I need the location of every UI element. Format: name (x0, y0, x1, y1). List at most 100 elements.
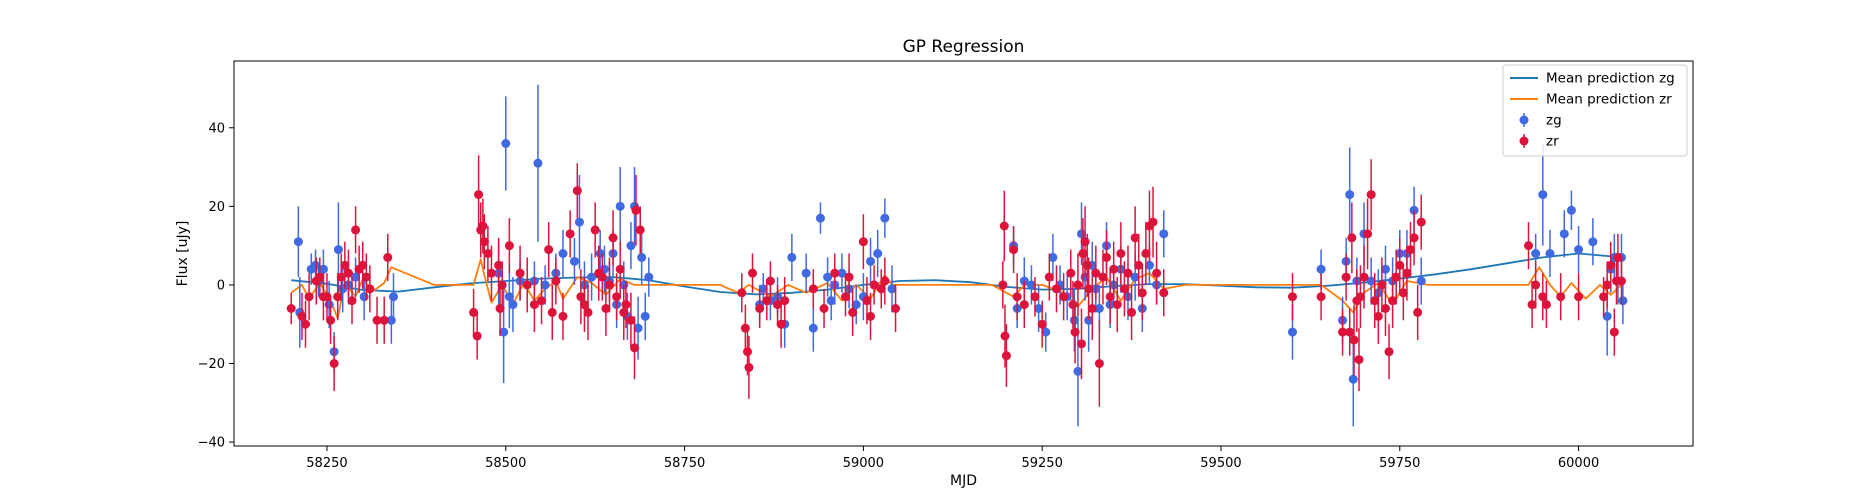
data-point-zg (866, 256, 876, 266)
data-point-zr (1051, 284, 1061, 294)
data-point-zr (740, 323, 750, 333)
data-point-zr (361, 272, 371, 282)
data-point-zg (318, 264, 328, 274)
data-point-zr (322, 292, 332, 302)
legend-box (1502, 64, 1688, 157)
data-point-zr (808, 284, 818, 294)
data-point-zr (1538, 292, 1548, 302)
data-point-zg (1538, 190, 1548, 200)
data-point-zr (1130, 233, 1140, 243)
data-point-zr (1012, 292, 1022, 302)
data-point-zr (515, 268, 525, 278)
data-point-zg (1041, 327, 1051, 337)
data-point-zr (1159, 288, 1169, 298)
data-point-zr (336, 272, 346, 282)
data-point-zg (808, 323, 818, 333)
x-tick-label: 59250 (1021, 456, 1062, 471)
data-point-zr (615, 264, 625, 274)
y-axis-label: Flux [uJy] (175, 221, 191, 287)
data-point-zr (1094, 359, 1104, 368)
y-tick-label: 0 (217, 278, 225, 293)
legend-swatch-zg-marker (1519, 115, 1529, 125)
data-point-zg (1316, 264, 1326, 274)
data-point-zr (1019, 300, 1029, 310)
data-point-zr (1087, 304, 1097, 313)
data-point-zr (1044, 272, 1054, 282)
data-point-zr (869, 280, 879, 290)
data-point-zg (1545, 249, 1555, 258)
data-point-zr (999, 221, 1009, 231)
data-point-zr (744, 362, 754, 372)
data-point-zg (359, 292, 369, 302)
data-point-zr (1091, 268, 1101, 278)
data-point-zg (1034, 304, 1044, 313)
data-point-zr (333, 292, 343, 302)
data-point-zr (1556, 292, 1566, 302)
y-axis: −40 −20 0 20 40 (198, 121, 234, 451)
data-point-zg (1345, 190, 1355, 200)
data-point-zr (329, 359, 339, 368)
data-point-zr (748, 268, 758, 278)
data-point-zr (635, 225, 645, 235)
legend-swatch-zr-marker (1519, 136, 1529, 146)
data-point-zr (1066, 268, 1076, 278)
data-point-zr (1384, 347, 1394, 357)
data-point-zg (333, 245, 343, 255)
data-point-zg (499, 327, 509, 337)
mean-prediction-zr-line (290, 258, 1623, 320)
data-point-zr (1413, 307, 1423, 317)
data-point-zr (1105, 292, 1115, 302)
data-point-zg (626, 241, 636, 251)
data-point-zr (1613, 252, 1623, 262)
data-point-zr (522, 280, 532, 290)
data-point-zr (1127, 307, 1137, 317)
data-point-zg (595, 249, 605, 258)
y-tick-label: 20 (208, 200, 225, 215)
data-point-zr (604, 280, 614, 290)
plot-area (234, 61, 1693, 446)
data-point-zg (837, 268, 847, 278)
data-point-zr (1524, 241, 1534, 251)
data-point-zg (1077, 229, 1087, 239)
data-point-zr (551, 276, 561, 286)
data-point-zr (630, 343, 640, 353)
data-point-zr (1377, 280, 1387, 290)
data-point-zr (743, 347, 753, 357)
data-point-zg (1588, 237, 1598, 247)
data-point-zg (1348, 374, 1358, 384)
legend: Mean prediction zg Mean prediction zr zg… (1502, 64, 1688, 157)
data-point-zg (873, 249, 883, 258)
data-point-zg (574, 217, 584, 227)
data-point-zr (472, 331, 482, 341)
data-point-zr (497, 280, 507, 290)
x-axis: 58250 58500 58750 59000 59250 59500 59750 60000 (306, 446, 1599, 471)
data-point-zr (1616, 276, 1626, 286)
x-tick-label: 59500 (1200, 456, 1241, 471)
data-point-zr (1068, 300, 1078, 310)
data-point-zr (1366, 190, 1376, 200)
data-point-zr (1574, 292, 1584, 302)
data-point-zg (1559, 229, 1569, 239)
data-point-zr (891, 304, 901, 313)
data-point-zr (1141, 249, 1151, 258)
data-point-zr (1345, 327, 1355, 337)
series-zr (286, 155, 1626, 407)
data-point-zg (1159, 229, 1169, 239)
data-point-zr (529, 300, 539, 310)
data-point-zr (1409, 233, 1419, 243)
data-point-zr (1531, 280, 1541, 290)
data-point-zr (486, 268, 496, 278)
data-point-zr (608, 233, 618, 243)
data-point-zg (504, 292, 514, 302)
data-point-zr (762, 296, 772, 306)
data-point-zr (558, 311, 568, 321)
plot-frame (233, 60, 1694, 447)
data-point-zr (372, 315, 382, 325)
data-point-zr (1030, 292, 1040, 302)
data-point-zr (830, 268, 840, 278)
y-tick-label: −40 (198, 436, 225, 451)
data-point-zr (1152, 268, 1162, 278)
y-tick-label: −20 (198, 357, 225, 372)
data-point-zg (637, 252, 647, 262)
